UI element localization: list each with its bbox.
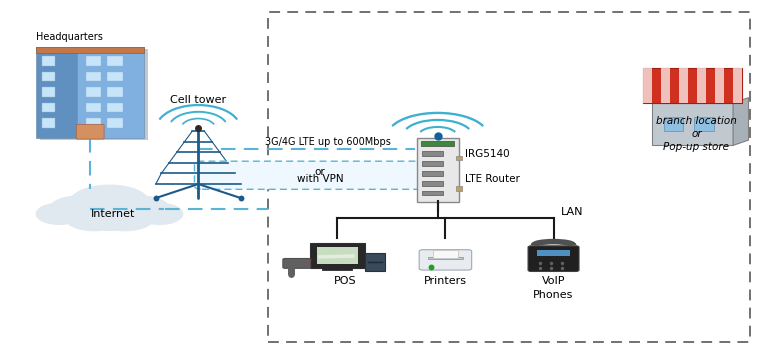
Text: POS: POS bbox=[334, 276, 356, 286]
Text: LAN: LAN bbox=[561, 206, 584, 217]
Polygon shape bbox=[733, 68, 742, 103]
Text: branch location: branch location bbox=[656, 116, 737, 126]
Polygon shape bbox=[715, 68, 724, 103]
FancyBboxPatch shape bbox=[107, 87, 122, 97]
Polygon shape bbox=[40, 49, 148, 140]
Circle shape bbox=[64, 204, 123, 231]
FancyBboxPatch shape bbox=[652, 103, 733, 145]
FancyBboxPatch shape bbox=[422, 141, 454, 145]
Text: Internet: Internet bbox=[91, 209, 136, 219]
Text: LTE Router: LTE Router bbox=[465, 174, 519, 184]
Text: with VPN: with VPN bbox=[297, 175, 343, 184]
Circle shape bbox=[69, 185, 150, 222]
FancyBboxPatch shape bbox=[43, 72, 55, 81]
FancyBboxPatch shape bbox=[107, 103, 122, 112]
Polygon shape bbox=[642, 68, 652, 103]
FancyBboxPatch shape bbox=[456, 187, 463, 190]
FancyBboxPatch shape bbox=[310, 243, 365, 268]
FancyBboxPatch shape bbox=[422, 171, 443, 176]
Text: or: or bbox=[315, 167, 326, 177]
FancyBboxPatch shape bbox=[43, 56, 55, 66]
Text: Cell tower: Cell tower bbox=[170, 95, 226, 105]
FancyBboxPatch shape bbox=[428, 257, 463, 259]
FancyBboxPatch shape bbox=[663, 117, 683, 131]
FancyBboxPatch shape bbox=[419, 250, 472, 270]
FancyBboxPatch shape bbox=[283, 258, 311, 268]
FancyBboxPatch shape bbox=[422, 161, 443, 166]
FancyBboxPatch shape bbox=[422, 181, 443, 185]
FancyBboxPatch shape bbox=[76, 124, 104, 139]
FancyBboxPatch shape bbox=[78, 47, 144, 138]
FancyBboxPatch shape bbox=[694, 117, 714, 131]
FancyBboxPatch shape bbox=[85, 103, 101, 112]
Circle shape bbox=[50, 196, 108, 223]
Polygon shape bbox=[661, 68, 670, 103]
FancyBboxPatch shape bbox=[85, 72, 101, 81]
FancyBboxPatch shape bbox=[528, 246, 579, 272]
FancyBboxPatch shape bbox=[456, 156, 463, 160]
FancyBboxPatch shape bbox=[195, 161, 430, 189]
Circle shape bbox=[95, 204, 154, 231]
Circle shape bbox=[36, 203, 82, 224]
Text: 3G/4G LTE up to 600Mbps: 3G/4G LTE up to 600Mbps bbox=[265, 137, 391, 147]
Text: Pop-up store: Pop-up store bbox=[663, 142, 729, 153]
FancyBboxPatch shape bbox=[36, 47, 78, 138]
Text: VoIP: VoIP bbox=[542, 276, 565, 286]
Circle shape bbox=[84, 208, 134, 230]
FancyBboxPatch shape bbox=[422, 151, 443, 156]
FancyBboxPatch shape bbox=[36, 47, 144, 53]
Text: Phones: Phones bbox=[533, 290, 574, 300]
FancyBboxPatch shape bbox=[537, 250, 570, 256]
FancyBboxPatch shape bbox=[43, 103, 55, 112]
Circle shape bbox=[111, 196, 170, 223]
FancyBboxPatch shape bbox=[365, 252, 385, 271]
Polygon shape bbox=[697, 68, 706, 103]
FancyBboxPatch shape bbox=[43, 118, 55, 128]
Text: IRG5140: IRG5140 bbox=[465, 149, 509, 159]
Polygon shape bbox=[733, 98, 749, 145]
FancyBboxPatch shape bbox=[417, 138, 459, 202]
Text: Headquarters: Headquarters bbox=[36, 32, 103, 42]
Polygon shape bbox=[679, 68, 688, 103]
FancyBboxPatch shape bbox=[85, 56, 101, 66]
FancyBboxPatch shape bbox=[317, 246, 358, 264]
FancyBboxPatch shape bbox=[107, 56, 122, 66]
FancyBboxPatch shape bbox=[85, 87, 101, 97]
Text: or: or bbox=[691, 129, 701, 139]
FancyBboxPatch shape bbox=[43, 87, 55, 97]
FancyBboxPatch shape bbox=[85, 118, 101, 128]
FancyBboxPatch shape bbox=[107, 72, 122, 81]
FancyBboxPatch shape bbox=[433, 251, 458, 258]
Circle shape bbox=[136, 203, 183, 224]
Text: Printers: Printers bbox=[424, 276, 467, 286]
FancyBboxPatch shape bbox=[422, 190, 443, 195]
FancyBboxPatch shape bbox=[107, 118, 122, 128]
Polygon shape bbox=[642, 68, 742, 103]
